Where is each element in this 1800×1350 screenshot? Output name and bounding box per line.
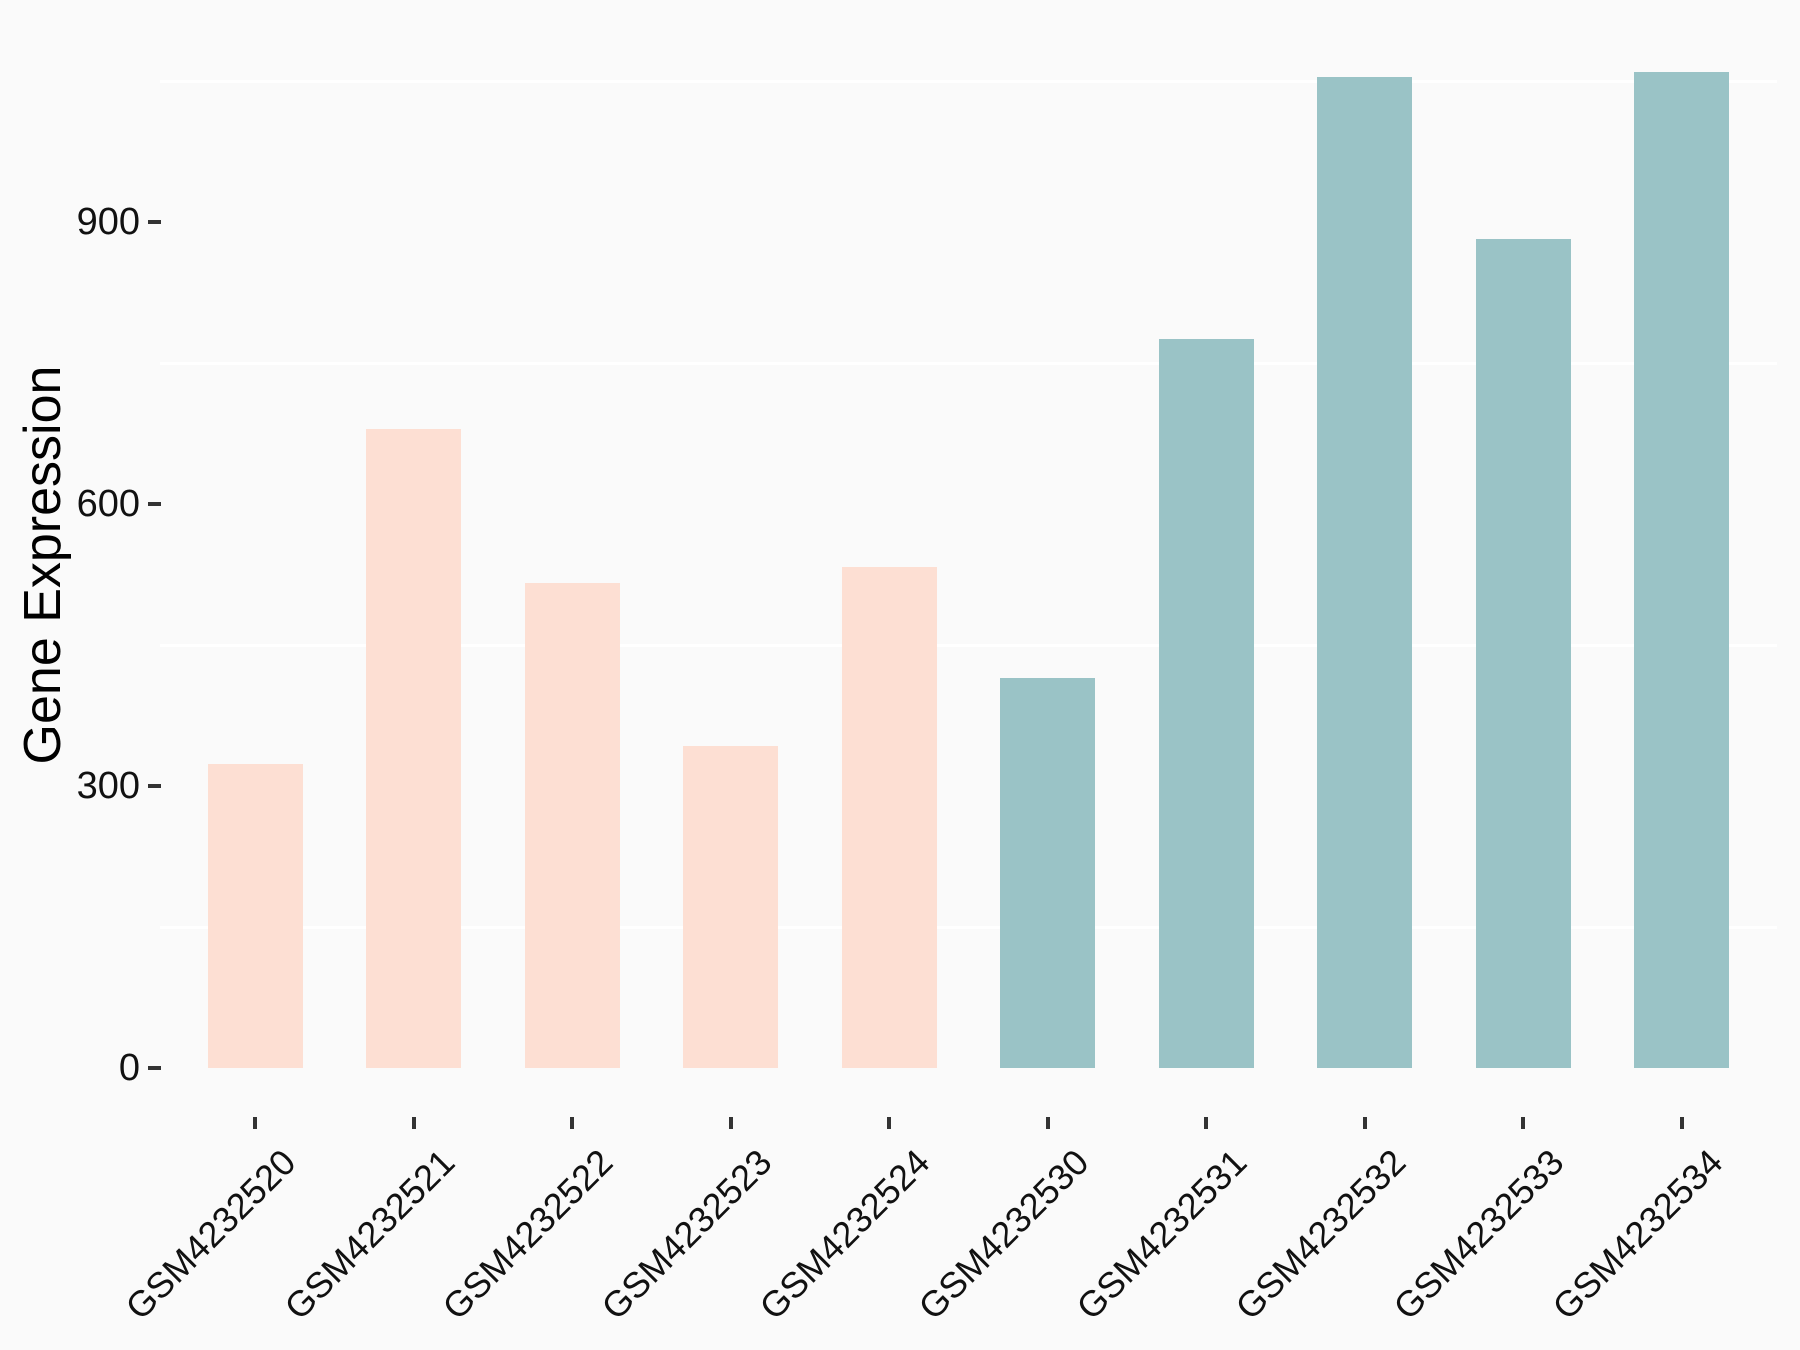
x-axis-tick — [728, 1117, 733, 1129]
x-axis-tick — [1204, 1117, 1209, 1129]
x-axis-tick — [411, 1117, 416, 1129]
x-tick-label: GSM4232530 — [909, 1141, 1097, 1328]
x-tick-label: GSM4232531 — [1068, 1141, 1255, 1328]
minor-gridline — [160, 79, 1777, 83]
bar-GSM4232534 — [1634, 71, 1730, 1068]
x-tick-label: GSM4232532 — [1227, 1141, 1414, 1328]
minor-gridline — [160, 925, 1777, 929]
x-axis-tick — [1521, 1117, 1526, 1129]
x-tick-label: GSM4232523 — [592, 1141, 780, 1328]
x-axis-tick — [570, 1117, 575, 1129]
y-tick-label: 300 — [76, 765, 140, 807]
bar-GSM4232522 — [524, 582, 620, 1068]
x-tick-label: GSM4232533 — [1385, 1141, 1572, 1328]
x-tick-label: GSM4232521 — [275, 1141, 462, 1328]
y-axis-tick — [148, 784, 161, 788]
x-axis-tick — [887, 1117, 892, 1129]
bar-GSM4232521 — [366, 428, 462, 1068]
x-tick-label: GSM4232524 — [751, 1141, 938, 1328]
bar-GSM4232523 — [683, 745, 779, 1068]
x-axis-tick — [1362, 1117, 1367, 1129]
bar-GSM4232524 — [841, 566, 937, 1068]
x-tick-label: GSM4232534 — [1544, 1141, 1731, 1328]
x-axis-tick — [253, 1117, 258, 1129]
y-tick-label: 600 — [76, 483, 140, 525]
minor-gridline — [160, 643, 1777, 647]
x-axis-tick — [1679, 1117, 1684, 1129]
bar-GSM4232533 — [1475, 238, 1571, 1068]
y-tick-label: 900 — [76, 201, 140, 243]
y-axis-tick — [148, 220, 161, 224]
bar-GSM4232531 — [1158, 338, 1254, 1068]
bar-GSM4232532 — [1317, 77, 1413, 1068]
minor-gridline — [160, 361, 1777, 365]
y-axis-tick — [148, 502, 161, 506]
y-axis-tick — [148, 1066, 161, 1070]
y-axis-title: Gene Expression — [14, 365, 72, 765]
x-tick-label: GSM4232520 — [117, 1141, 304, 1328]
bar-GSM4232530 — [1000, 677, 1096, 1068]
x-axis-tick — [1045, 1117, 1050, 1129]
y-tick-label: 0 — [118, 1047, 140, 1089]
bar-GSM4232520 — [207, 764, 303, 1068]
